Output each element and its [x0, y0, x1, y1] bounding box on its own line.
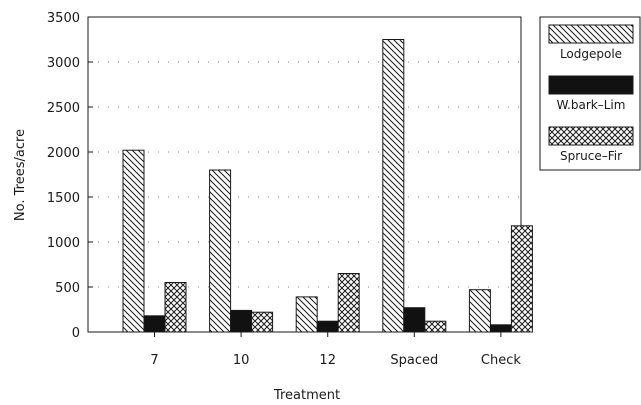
bar-w-bark-lim-10 [230, 309, 253, 333]
gridlines [88, 61, 521, 288]
bar-w-bark-lim-12 [316, 320, 339, 333]
bar-spruce-fir-10 [251, 311, 274, 333]
bar-spruce-fir-12 [337, 273, 360, 333]
y-axis-title: No. Trees/acre [13, 129, 28, 221]
bars [122, 39, 533, 333]
x-tick-label: Spaced [390, 353, 438, 368]
x-axis-title: Treatment [273, 388, 340, 403]
bar-spruce-fir-7 [164, 282, 187, 333]
y-tick-label: 3000 [47, 56, 80, 71]
y-tick-label: 2500 [47, 101, 80, 116]
legend-swatch-lodgepole [548, 24, 634, 44]
x-tick-label: Check [481, 353, 521, 368]
legend-label: Spruce–Fir [560, 149, 622, 163]
legend-label: Lodgepole [560, 47, 622, 61]
legend: Lodgepole W.bark–Lim Spruce–Fir [539, 16, 641, 171]
plot-frame [87, 16, 522, 333]
y-tick-label: 500 [55, 281, 80, 296]
bar-w-bark-lim-spaced [403, 307, 426, 333]
bar-lodgepole-10 [209, 169, 232, 333]
x-tick-label: 12 [319, 353, 336, 368]
bar-w-bark-lim-check [489, 324, 512, 333]
y-tick-label: 3500 [47, 11, 80, 26]
y-tick-label: 1000 [47, 236, 80, 251]
y-tick-label: 2000 [47, 146, 80, 161]
bar-spruce-fir-spaced [424, 320, 447, 333]
legend-swatch-w-bark-lim [548, 75, 634, 95]
y-axis: 0 500 1000 1500 2000 2500 3000 3500 [47, 11, 93, 341]
y-tick-label: 0 [72, 326, 80, 341]
x-tick-label: 7 [150, 353, 158, 368]
bar-w-bark-lim-7 [143, 315, 166, 333]
x-axis: 7 10 12 Spaced Check [150, 332, 521, 368]
x-tick-label: 10 [233, 353, 250, 368]
bar-lodgepole-spaced [382, 39, 405, 333]
bar-lodgepole-check [468, 289, 491, 333]
legend-swatch-spruce-fir [548, 126, 634, 146]
bar-lodgepole-12 [295, 296, 318, 333]
legend-label: W.bark–Lim [557, 98, 626, 112]
bar-spruce-fir-check [510, 225, 533, 333]
y-tick-label: 1500 [47, 191, 80, 206]
bar-lodgepole-7 [122, 149, 145, 333]
